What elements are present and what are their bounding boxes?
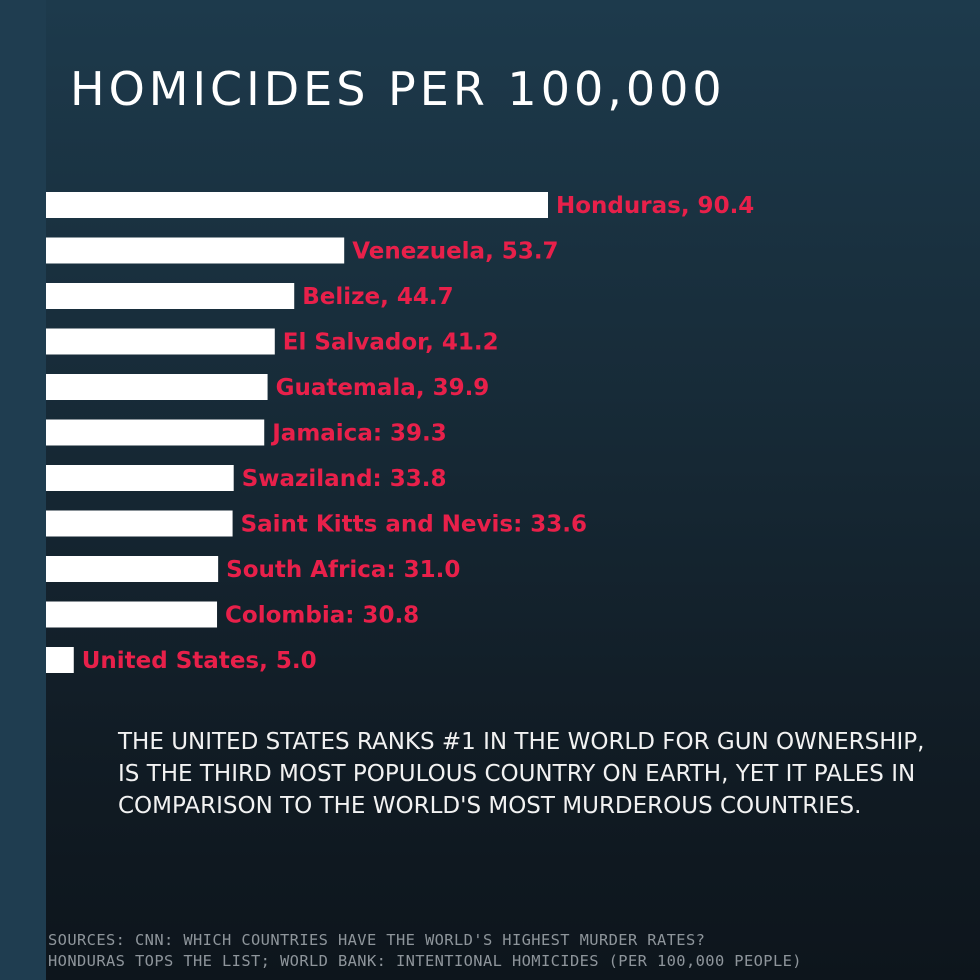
bar-label-swaziland: Swaziland: 33.8 — [242, 466, 447, 492]
sources-text: SOURCES: CNN: WHICH COUNTRIES HAVE THE W… — [48, 931, 802, 970]
bar-label-saint-kitts-and-nevis: Saint Kitts and Nevis: 33.6 — [241, 512, 587, 538]
bar-label-el-salvador: El Salvador, 41.2 — [283, 330, 499, 356]
bar-label-south-africa: South Africa: 31.0 — [226, 557, 460, 583]
bar-honduras — [46, 192, 548, 218]
bar-guatemala — [46, 374, 268, 400]
bar-belize — [46, 283, 295, 309]
bar-venezuela — [46, 237, 345, 264]
bar-el-salvador — [46, 328, 275, 355]
bar-jamaica — [46, 419, 265, 446]
bar-swaziland — [46, 465, 234, 491]
bar-colombia — [46, 601, 218, 628]
left-accent-strip — [0, 0, 46, 980]
bar-label-honduras: Honduras, 90.4 — [556, 193, 754, 219]
bar-label-belize: Belize, 44.7 — [302, 284, 453, 310]
bar-south-africa — [46, 556, 219, 582]
bar-united-states — [46, 647, 74, 673]
chart-title: HOMICIDES PER 100,000 — [70, 62, 726, 116]
bar-label-colombia: Colombia: 30.8 — [225, 603, 419, 629]
bar-saint-kitts-and-nevis — [46, 510, 233, 537]
body-text: The United States ranks #1 in the world … — [118, 729, 925, 819]
bar-chart: Honduras, 90.4 Venezuela, 53.7 Belize, 44.… — [46, 192, 754, 674]
bar-label-united-states: United States, 5.0 — [82, 648, 317, 674]
bar-label-guatemala: Guatemala, 39.9 — [276, 375, 490, 401]
bar-label-venezuela: Venezuela, 53.7 — [352, 239, 558, 265]
bar-label-jamaica: Jamaica: 39.3 — [270, 421, 447, 447]
